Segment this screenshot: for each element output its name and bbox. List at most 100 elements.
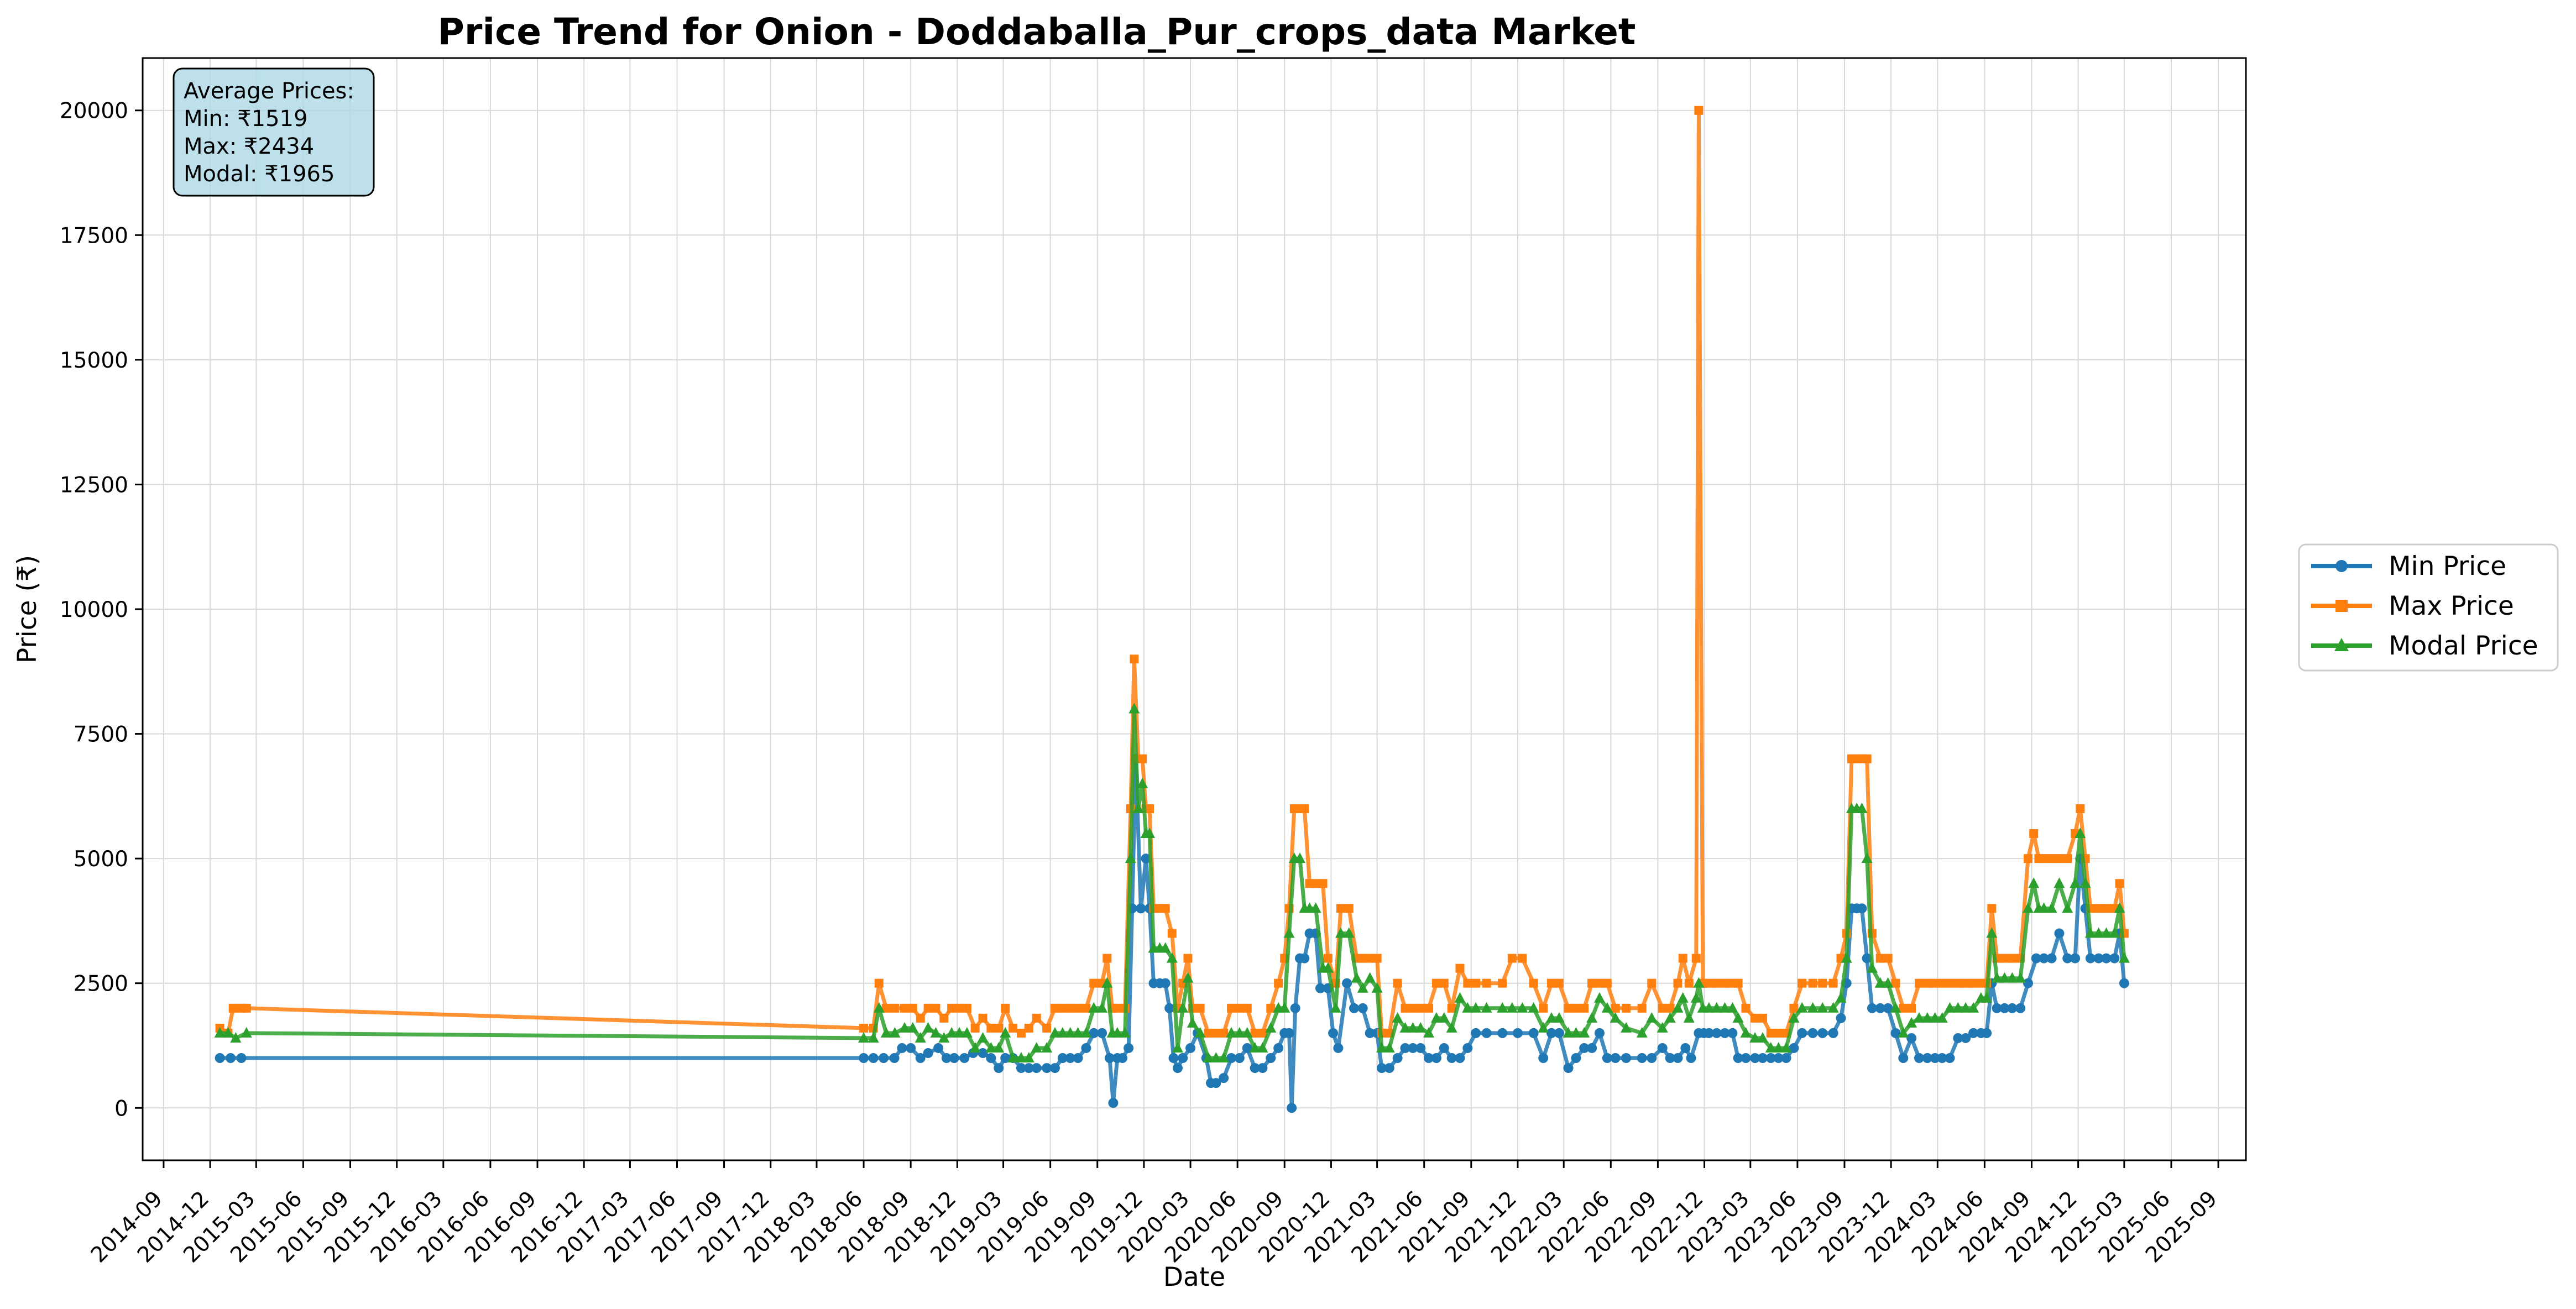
data-point — [1498, 978, 1507, 988]
average-max-price: Max: ₹2434 — [184, 134, 314, 159]
data-point — [962, 1003, 971, 1013]
data-point — [1424, 1003, 1434, 1013]
data-point — [2118, 952, 2130, 963]
data-point — [2028, 877, 2040, 888]
data-point — [1219, 1073, 1229, 1083]
data-point — [1827, 1002, 1839, 1013]
data-point — [1741, 1053, 1751, 1064]
data-point — [1009, 1023, 1018, 1033]
data-point — [1266, 1053, 1276, 1064]
data-point — [1807, 1002, 1819, 1013]
data-point — [1693, 977, 1705, 988]
chart-title: Price Trend for Onion - Doddaballa_Pur_c… — [438, 11, 1636, 53]
data-point — [1899, 1003, 1908, 1013]
data-point — [1836, 1013, 1846, 1023]
data-point — [1571, 1053, 1581, 1064]
data-point — [1000, 1027, 1011, 1038]
data-point — [1593, 992, 1605, 1003]
data-point — [1757, 1032, 1768, 1043]
legend-label-modal-price: Modal Price — [2389, 631, 2538, 661]
data-point — [1507, 954, 1517, 963]
data-point — [874, 978, 884, 988]
data-point — [868, 1053, 879, 1064]
data-point — [949, 1053, 959, 1064]
data-point — [1136, 903, 1146, 914]
data-point — [1112, 1003, 1122, 1013]
data-point — [1357, 1003, 1368, 1013]
data-point — [1741, 1003, 1751, 1013]
data-point — [241, 1027, 252, 1038]
data-point — [1241, 1027, 1253, 1038]
data-point — [1318, 879, 1328, 888]
data-point — [931, 1003, 940, 1013]
data-point — [1694, 106, 1704, 115]
data-point — [1167, 929, 1177, 938]
data-point — [2007, 1003, 2018, 1013]
data-point — [1182, 972, 1194, 983]
data-point — [2075, 828, 2086, 839]
data-point — [881, 1003, 891, 1013]
data-point — [2054, 877, 2065, 888]
data-point — [1945, 1053, 1955, 1064]
data-point — [1431, 1053, 1441, 1064]
average-min-price: Min: ₹1519 — [184, 106, 307, 132]
legend-label-max-price: Max Price — [2389, 591, 2514, 621]
data-point — [1164, 1003, 1175, 1013]
data-point — [938, 1032, 950, 1043]
data-point — [1727, 1028, 1738, 1038]
data-point — [2055, 854, 2064, 863]
data-point — [1773, 1041, 1784, 1053]
data-point — [2070, 953, 2081, 964]
data-point — [1358, 954, 1367, 963]
data-point — [1733, 978, 1743, 988]
data-point — [2119, 978, 2129, 988]
data-point — [1506, 1002, 1518, 1013]
data-point — [1058, 1003, 1067, 1013]
data-point — [1601, 1002, 1613, 1013]
data-point — [1929, 1012, 1941, 1023]
data-point — [1357, 982, 1368, 993]
data-point — [1333, 1043, 1344, 1053]
data-point — [1953, 978, 1963, 988]
data-point — [1258, 1028, 1267, 1038]
y-tick-label: 5000 — [74, 847, 128, 872]
data-point — [1611, 1003, 1620, 1013]
data-point — [1431, 978, 1441, 988]
data-point — [947, 1003, 957, 1013]
data-point — [1733, 1053, 1743, 1064]
data-point — [994, 1063, 1004, 1074]
data-point — [1049, 1027, 1060, 1038]
data-point — [1073, 1053, 1083, 1064]
data-point — [1546, 1012, 1558, 1023]
data-point — [236, 1053, 247, 1064]
data-point — [880, 1027, 892, 1038]
data-point — [961, 1027, 973, 1038]
data-point — [1424, 1053, 1434, 1064]
data-point — [1922, 1053, 1932, 1064]
data-point — [1125, 852, 1136, 863]
data-point — [1257, 1063, 1268, 1074]
data-point — [2015, 972, 2026, 983]
data-point — [1446, 1053, 1457, 1064]
data-point — [1740, 1027, 1752, 1038]
data-point — [1273, 1043, 1284, 1053]
data-point — [868, 1032, 879, 1043]
data-point — [2046, 953, 2057, 964]
data-point — [1299, 953, 1310, 964]
data-point — [1765, 1041, 1776, 1053]
data-point — [1430, 1012, 1442, 1023]
data-point — [1065, 1053, 1075, 1064]
data-point — [1732, 1012, 1744, 1023]
data-point — [1416, 1003, 1425, 1013]
data-point — [1882, 977, 1894, 988]
data-point — [1376, 1063, 1387, 1074]
data-point — [1234, 1027, 1245, 1038]
data-point — [1961, 978, 1971, 988]
data-point — [1765, 1053, 1776, 1064]
data-point — [1751, 1013, 1760, 1023]
data-point — [2054, 928, 2065, 939]
data-point — [897, 1043, 907, 1053]
data-point — [2015, 1003, 2026, 1013]
data-point — [1137, 777, 1148, 788]
data-point — [1463, 978, 1472, 988]
